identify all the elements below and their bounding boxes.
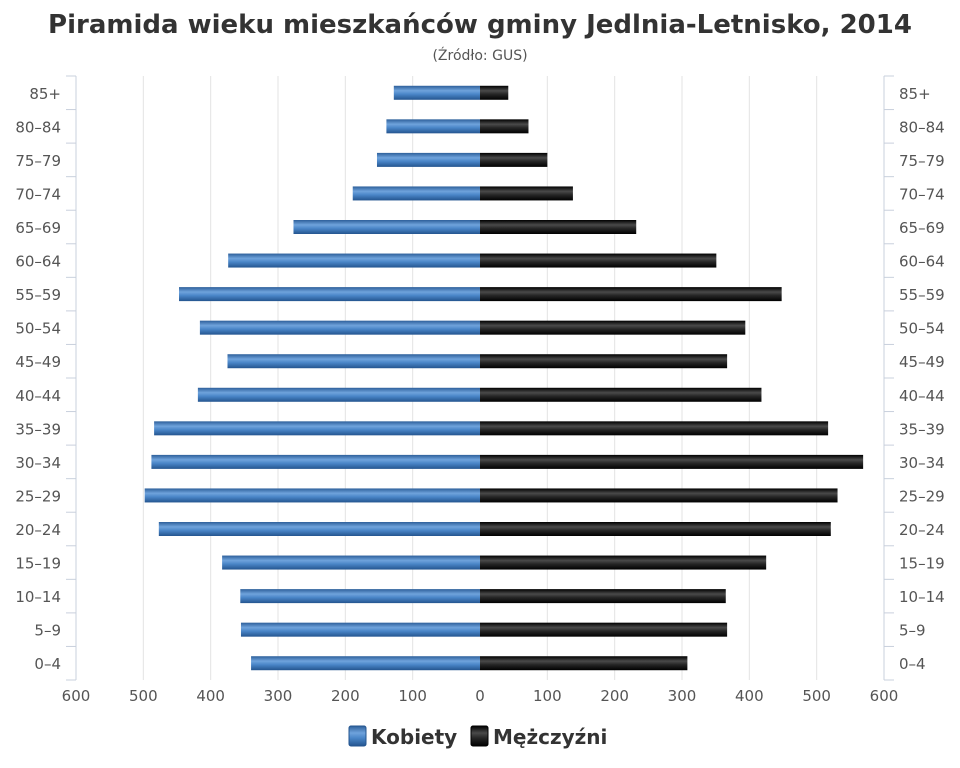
category-label-left: 25–29 [15, 487, 61, 505]
bar-kobiety[interactable] [179, 287, 480, 302]
bar-mezczyzni[interactable] [480, 354, 728, 369]
legend[interactable]: Kobiety Mężczyźni [348, 725, 607, 749]
bar-kobiety[interactable] [222, 555, 480, 570]
bar-mezczyzni[interactable] [480, 287, 782, 302]
bar-mezczyzni[interactable] [480, 152, 548, 167]
legend-swatch-kobiety [348, 725, 367, 747]
bar-mezczyzni[interactable] [480, 186, 573, 201]
x-tick-label: 300 [264, 687, 293, 705]
bar-kobiety[interactable] [227, 354, 481, 369]
category-label-right: 15–19 [899, 555, 945, 573]
category-label-left: 60–64 [15, 253, 61, 271]
category-label-left: 70–74 [15, 185, 61, 203]
bar-mezczyzni[interactable] [480, 656, 688, 671]
legend-item-kobiety[interactable]: Kobiety [348, 725, 457, 749]
category-label-right: 5–9 [899, 622, 926, 640]
category-label-right: 65–69 [899, 219, 945, 237]
bar-mezczyzni[interactable] [480, 622, 728, 637]
category-label-left: 10–14 [15, 588, 61, 606]
bar-kobiety[interactable] [228, 253, 480, 268]
bar-mezczyzni[interactable] [480, 119, 529, 134]
x-tick-label: 400 [735, 687, 764, 705]
bar-kobiety[interactable] [376, 152, 480, 167]
bar-kobiety[interactable] [386, 119, 480, 134]
bar-mezczyzni[interactable] [480, 589, 726, 604]
legend-label-mezczyzni: Mężczyźni [493, 725, 607, 749]
category-label-right: 0–4 [899, 655, 926, 673]
category-label-left: 40–44 [15, 387, 61, 405]
x-tick-label: 200 [331, 687, 360, 705]
bar-kobiety[interactable] [293, 220, 480, 234]
legend-swatch-mezczyzni [470, 725, 489, 747]
category-label-left: 50–54 [15, 320, 61, 338]
category-label-right: 60–64 [899, 253, 945, 271]
category-label-right: 75–79 [899, 152, 945, 170]
bar-kobiety[interactable] [393, 85, 480, 100]
category-label-left: 65–69 [15, 219, 61, 237]
legend-item-mezczyzni[interactable]: Mężczyźni [470, 725, 607, 749]
category-label-left: 35–39 [15, 420, 61, 438]
bar-mezczyzni[interactable] [480, 387, 762, 402]
bar-kobiety[interactable] [154, 421, 480, 436]
category-labels: 0–4 0–4 5–9 5–9 10–14 10–14 15–19 15–19 20–24 20–… [15, 85, 944, 673]
bar-kobiety[interactable] [197, 387, 480, 402]
category-label-right: 40–44 [899, 387, 945, 405]
category-label-right: 55–59 [899, 286, 945, 304]
category-label-left: 55–59 [15, 286, 61, 304]
bar-mezczyzni[interactable] [480, 488, 838, 503]
x-tick-label: 100 [398, 687, 427, 705]
bar-kobiety[interactable] [240, 622, 480, 637]
chart-title: Piramida wieku mieszkańców gminy Jedlnia… [48, 10, 912, 40]
x-tick-label: 400 [196, 687, 225, 705]
category-label-right: 70–74 [899, 185, 945, 203]
x-tick-label: 600 [62, 687, 91, 705]
category-label-right: 10–14 [899, 588, 945, 606]
bar-kobiety[interactable] [240, 589, 480, 604]
category-label-left: 20–24 [15, 521, 61, 539]
bar-kobiety[interactable] [199, 320, 481, 335]
bar-mezczyzni[interactable] [480, 85, 509, 100]
bar-mezczyzni[interactable] [480, 555, 767, 570]
category-label-right: 80–84 [899, 118, 945, 136]
category-label-right: 85+ [899, 85, 931, 103]
category-label-left: 15–19 [15, 555, 61, 573]
legend-label-kobiety: Kobiety [371, 725, 457, 749]
x-tick-label: 500 [802, 687, 831, 705]
x-tick-label: 600 [870, 687, 899, 705]
category-label-left: 80–84 [15, 118, 61, 136]
x-tick-label: 300 [668, 687, 697, 705]
category-label-left: 85+ [29, 85, 61, 103]
bar-mezczyzni[interactable] [480, 320, 746, 335]
bar-mezczyzni[interactable] [480, 454, 864, 469]
axes [66, 75, 894, 681]
bar-mezczyzni[interactable] [480, 253, 717, 268]
category-label-right: 35–39 [899, 420, 945, 438]
bar-kobiety[interactable] [251, 656, 480, 671]
x-tick-label: 0 [475, 687, 485, 705]
category-label-left: 45–49 [15, 353, 61, 371]
category-label-left: 5–9 [34, 622, 61, 640]
bars [144, 85, 864, 671]
x-tick-labels: 600 500 400 300 200 100 0 100 200 300 400 500 600 [62, 687, 899, 705]
category-label-right: 30–34 [899, 454, 945, 472]
category-label-left: 30–34 [15, 454, 61, 472]
category-label-right: 20–24 [899, 521, 945, 539]
bar-kobiety[interactable] [158, 522, 480, 536]
bar-mezczyzni[interactable] [480, 522, 831, 536]
x-tick-label: 500 [129, 687, 158, 705]
category-label-left: 75–79 [15, 152, 61, 170]
category-label-right: 50–54 [899, 320, 945, 338]
category-label-left: 0–4 [34, 655, 61, 673]
chart-subtitle: (Źródło: GUS) [432, 46, 527, 64]
bar-kobiety[interactable] [352, 186, 480, 201]
bar-kobiety[interactable] [144, 488, 480, 503]
bar-mezczyzni[interactable] [480, 220, 637, 234]
category-label-right: 45–49 [899, 353, 945, 371]
bar-kobiety[interactable] [151, 454, 480, 469]
x-tick-label: 200 [600, 687, 629, 705]
bar-mezczyzni[interactable] [480, 421, 829, 436]
category-label-right: 25–29 [899, 487, 945, 505]
x-tick-label: 100 [533, 687, 562, 705]
